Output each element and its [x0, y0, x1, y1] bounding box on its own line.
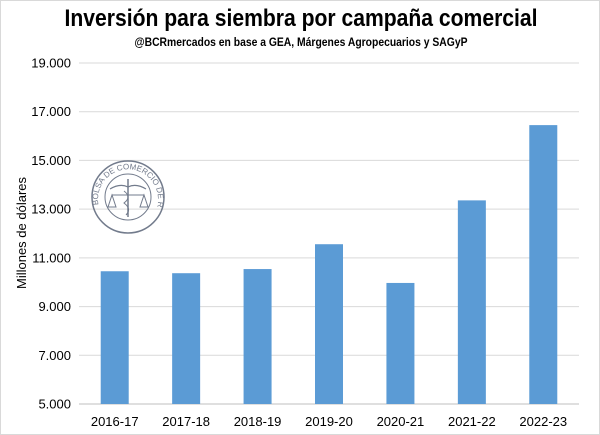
chart-title: Inversión para siembra por campaña comer… — [64, 5, 538, 32]
y-tick-label: 17.000 — [31, 104, 71, 119]
y-tick-label: 7.000 — [38, 348, 71, 363]
y-tick-label: 13.000 — [31, 202, 71, 217]
bolsa-comercio-rosario-seal-logo: BOLSA DE COMERCIO DE ROSARIO — [91, 160, 165, 234]
bar-2022-23 — [529, 125, 558, 404]
x-tick-label: 2022-23 — [519, 414, 567, 429]
x-tick-label: 2016-17 — [91, 414, 139, 429]
y-tick-label: 5.000 — [38, 397, 71, 412]
y-tick-label: 11.000 — [32, 250, 71, 265]
y-tick-label: 19.000 — [31, 56, 71, 71]
y-axis-label: Millones de dólares — [14, 177, 29, 290]
bar-2020-21 — [386, 282, 415, 404]
x-tick-label: 2020-21 — [377, 414, 425, 429]
bar-2021-22 — [457, 200, 486, 404]
chart-subtitle: @BCRmercados en base a GEA, Márgenes Agr… — [134, 37, 468, 49]
bar-2016-17 — [100, 271, 129, 404]
y-tick-label: 9.000 — [38, 299, 71, 314]
bar-2018-19 — [243, 269, 272, 404]
y-tick-label: 15.000 — [31, 153, 71, 168]
bar-2019-20 — [315, 244, 343, 404]
x-tick-label: 2019-20 — [305, 414, 353, 429]
x-tick-label: 2017-18 — [162, 414, 210, 429]
x-tick-label: 2021-22 — [448, 414, 496, 429]
x-tick-label: 2018-19 — [234, 414, 282, 429]
bar-2017-18 — [172, 273, 201, 404]
